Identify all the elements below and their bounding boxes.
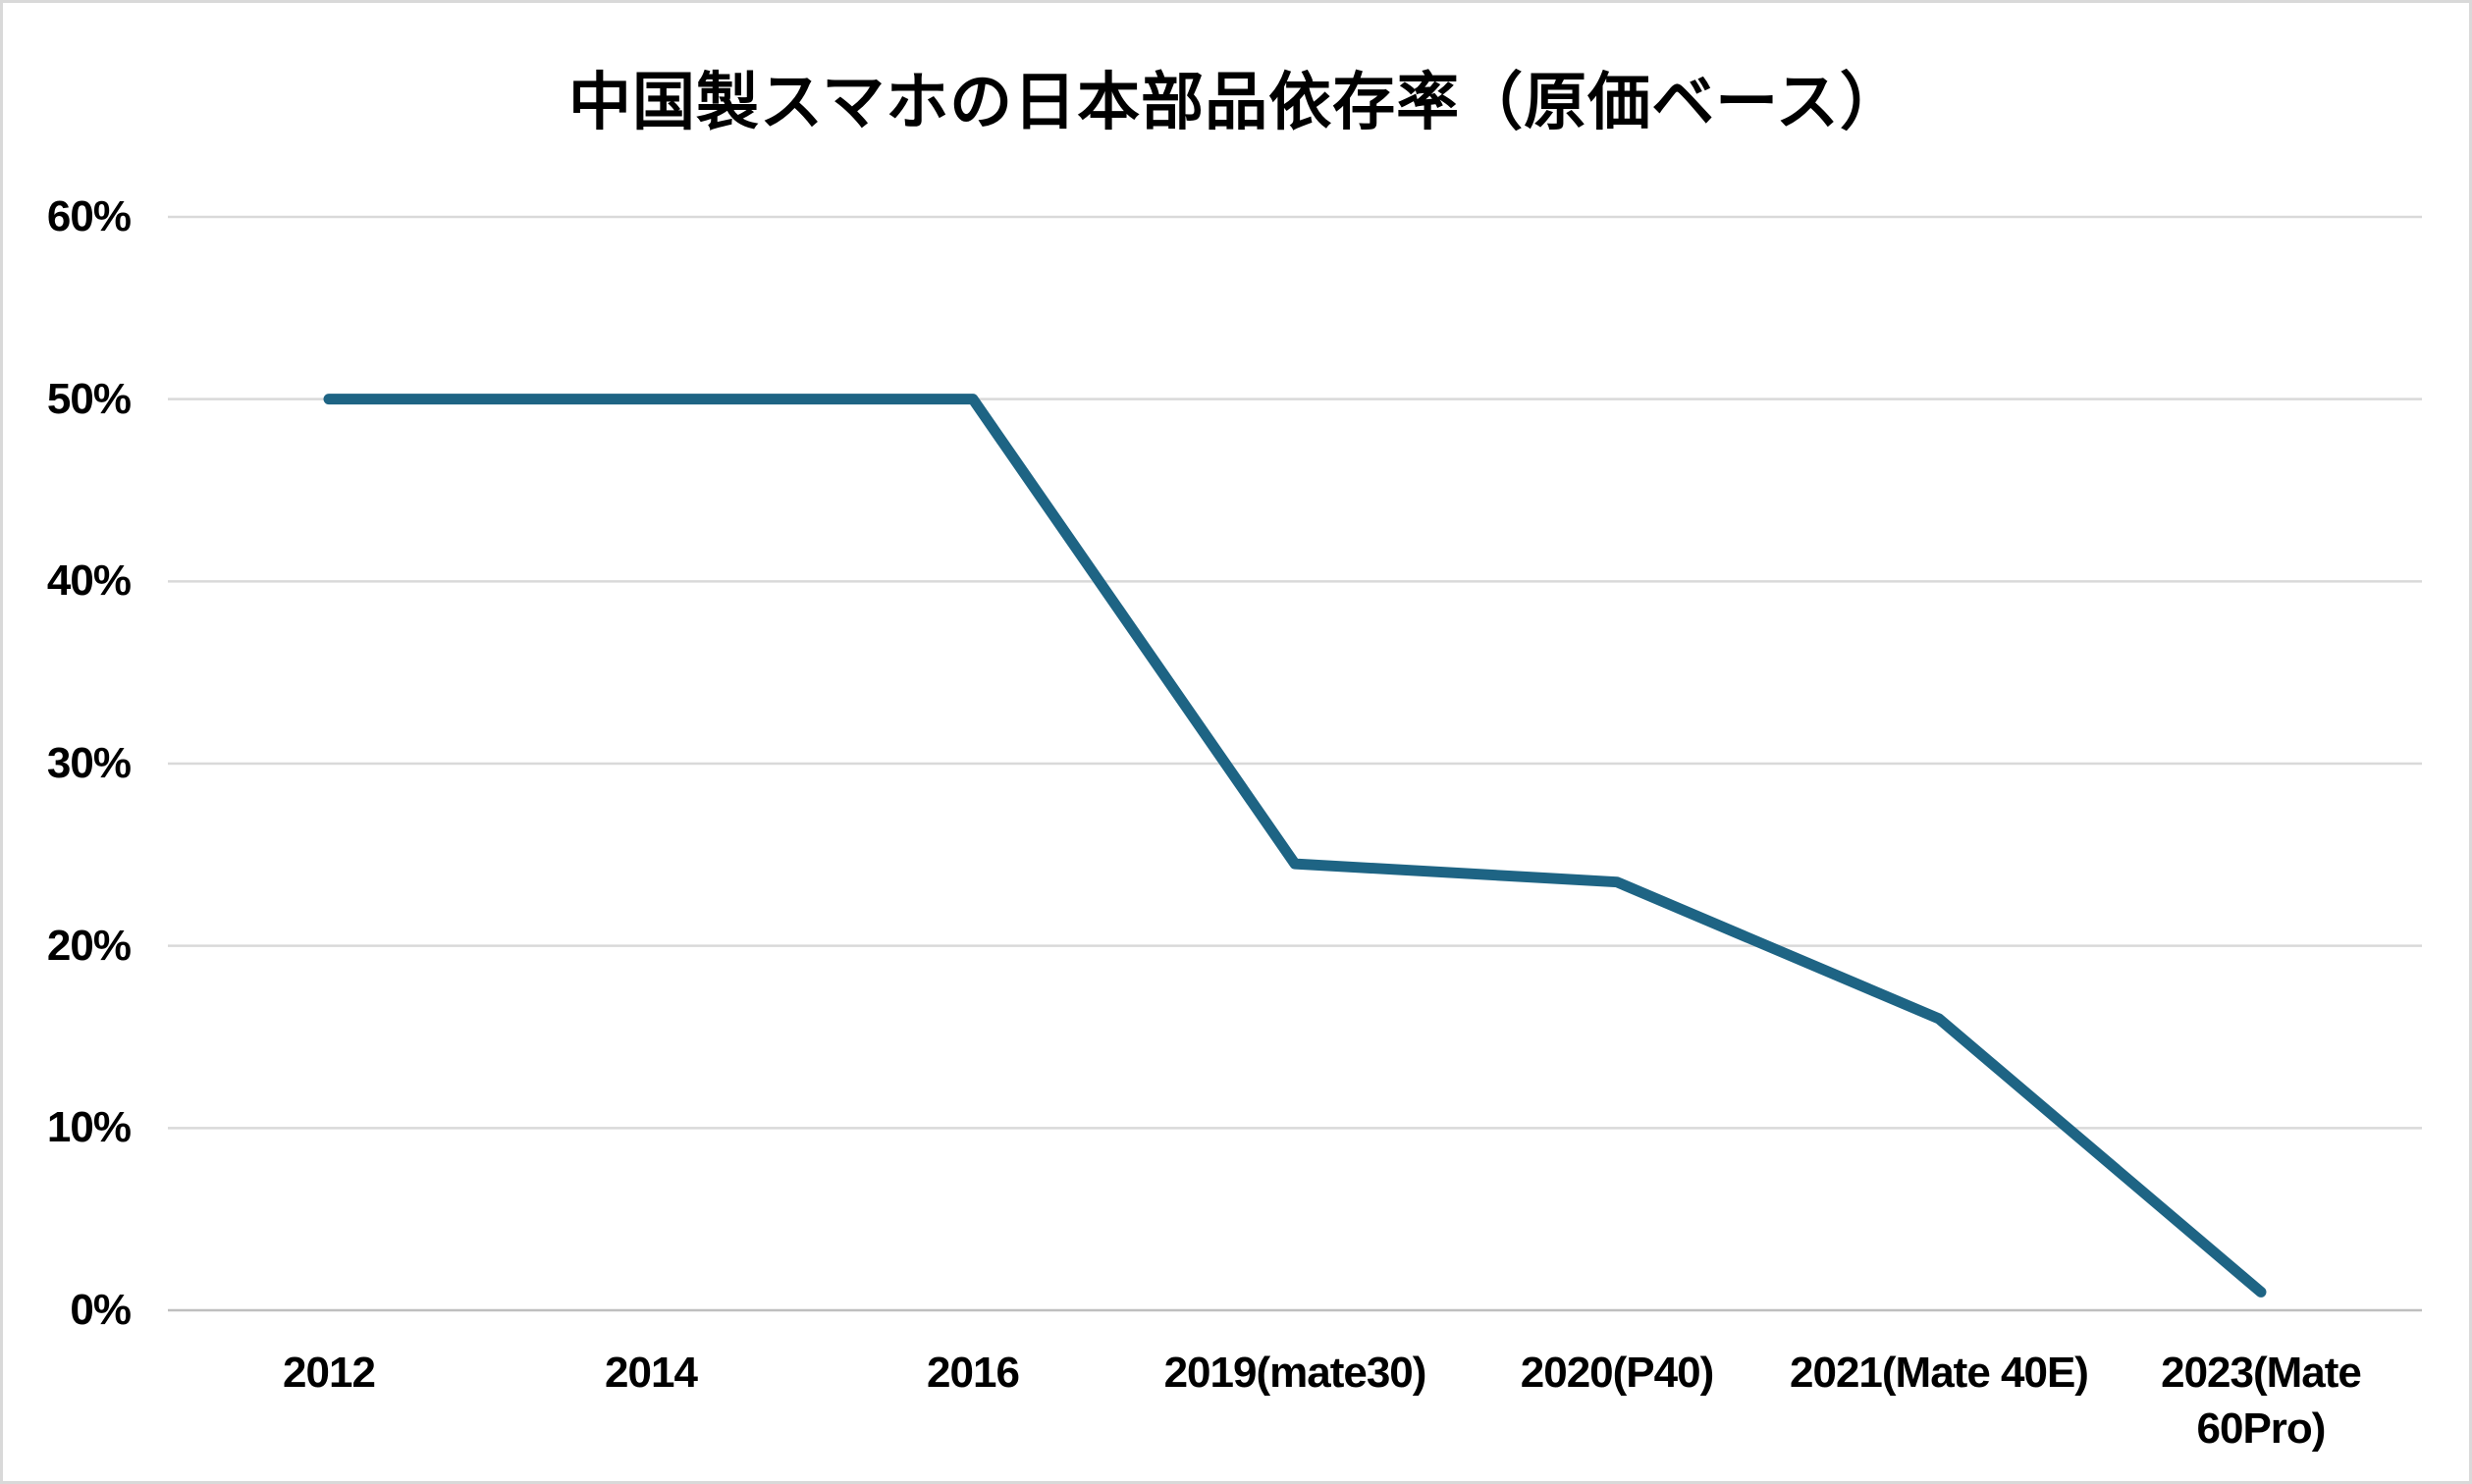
- y-tick-label: 60%: [46, 192, 132, 240]
- x-tick-label: 2016: [927, 1349, 1020, 1397]
- x-tick-label: 2014: [605, 1349, 698, 1397]
- x-tick-label: 2020(P40): [1520, 1349, 1714, 1397]
- x-tick-label: 2021(Mate 40E): [1790, 1349, 2089, 1397]
- x-tick-label: 2019(mate30): [1163, 1349, 1427, 1397]
- y-tick-label: 10%: [46, 1103, 132, 1152]
- x-tick-label: 2012: [283, 1349, 376, 1397]
- y-tick-label: 40%: [46, 556, 132, 606]
- plot-area: [168, 215, 2422, 1312]
- y-tick-label: 30%: [46, 739, 132, 787]
- y-tick-label: 50%: [46, 374, 132, 423]
- gridlines: [168, 215, 2422, 1312]
- chart-title: 中国製スマホの日本部品依存率（原価ベース）: [568, 67, 1904, 137]
- y-tick-label: 0%: [70, 1286, 132, 1334]
- data-line: [323, 394, 2267, 1298]
- x-tick-label: 2023(Mate 60Pro): [2161, 1349, 2362, 1453]
- y-tick-label: 20%: [46, 921, 132, 970]
